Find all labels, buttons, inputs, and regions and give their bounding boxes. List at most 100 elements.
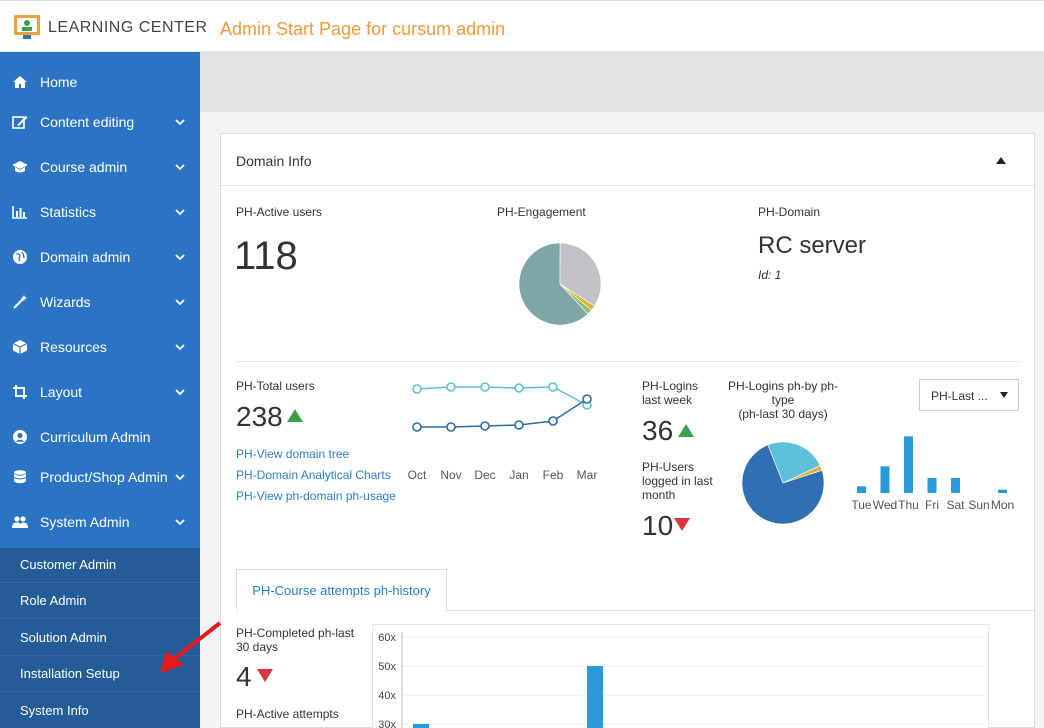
x-tick-label: Dec	[474, 468, 495, 482]
x-tick-label: Wed	[873, 498, 897, 512]
sidebar	[0, 52, 200, 728]
active-users-label: PH-Active users	[236, 205, 323, 219]
x-tick-label: Fri	[925, 498, 939, 512]
chevron-down-icon[interactable]	[174, 205, 186, 217]
line-point-upper-dec[interactable]	[480, 382, 490, 392]
line-point-lower-dec[interactable]	[480, 421, 490, 431]
total-users-label: PH-Total users	[236, 379, 315, 393]
chevron-down-icon[interactable]	[174, 340, 186, 352]
logins-last-week-label: PH-Logins last week	[642, 379, 699, 407]
trend-up-icon	[678, 424, 694, 437]
view-domain-usage-link[interactable]: PH-View ph-domain ph-usage	[236, 489, 396, 503]
total-users-value: 238	[236, 401, 283, 432]
line-point-lower-feb[interactable]	[548, 416, 558, 426]
domain-label: PH-Domain	[758, 205, 821, 219]
bar-fri[interactable]	[927, 478, 937, 493]
line-point-upper-feb[interactable]	[548, 382, 558, 392]
pie-slice-1[interactable]	[767, 442, 821, 484]
edit-icon	[12, 114, 28, 130]
logins-by-type-label: PH-Logins ph-by ph-type	[727, 379, 839, 407]
sidebar-item-label: Course admin	[40, 159, 128, 175]
tab-course-attempts-history[interactable]: PH-Course attempts ph-history	[236, 569, 447, 611]
bar-chart-icon	[12, 204, 28, 220]
period-select[interactable]: PH-Last ...	[919, 379, 1019, 411]
chevron-down-icon[interactable]	[174, 515, 186, 527]
sidebar-item-label: Domain admin	[40, 249, 131, 265]
chevron-down-icon[interactable]	[174, 385, 186, 397]
x-tick-label: Tue	[851, 498, 872, 512]
panel-header[interactable]: Domain Info	[221, 134, 1034, 186]
chevron-down-icon[interactable]	[174, 115, 186, 127]
chevron-down-icon[interactable]	[174, 470, 186, 482]
submenu-item-customer-admin[interactable]: Customer Admin	[0, 547, 200, 583]
bar-thu[interactable]	[904, 436, 913, 493]
sidebar-item-label: Layout	[40, 384, 83, 400]
line-point-upper-nov[interactable]	[446, 382, 456, 392]
pie-slice-2[interactable]	[782, 465, 823, 484]
chevron-down-icon[interactable]	[174, 250, 186, 262]
users-icon	[12, 514, 28, 530]
user-circle-icon	[12, 429, 28, 445]
y-tick-label: 50x	[378, 661, 396, 673]
bar-sat[interactable]	[951, 478, 960, 493]
sidebar-item-layout[interactable]: Layout	[0, 372, 200, 412]
sidebar-item-label: Content editing	[40, 114, 135, 130]
graduation-cap-icon	[12, 159, 28, 175]
history-bar-6[interactable]	[587, 666, 603, 728]
x-tick-label: Nov	[440, 468, 461, 482]
logins-last-week-value: 36	[642, 415, 674, 446]
submenu-item-role-admin[interactable]: Role Admin	[0, 583, 200, 620]
chevron-down-icon[interactable]	[174, 160, 186, 172]
bar-wed[interactable]	[880, 466, 890, 493]
chevron-down-icon[interactable]	[174, 295, 186, 307]
sidebar-item-wizards[interactable]: Wizards	[0, 282, 200, 322]
sidebar-item-course-admin[interactable]: Course admin	[0, 147, 200, 187]
brand-name[interactable]: LEARNING CENTER	[48, 19, 208, 36]
active-users-value: 118	[234, 234, 298, 278]
engagement-pie-chart	[519, 243, 601, 325]
sidebar-item-product-shop-admin[interactable]: Product/Shop Admin	[0, 457, 200, 497]
period-select-value: PH-Last ...	[931, 389, 988, 403]
x-tick-label: Oct	[408, 468, 427, 482]
pie-slice-3[interactable]	[559, 283, 592, 315]
pie-slice-0[interactable]	[742, 444, 824, 524]
learning-center-logo-icon[interactable]	[12, 13, 42, 41]
domain-analytical-charts-link[interactable]: PH-Domain Analytical Charts	[236, 468, 391, 482]
line-point-lower-jan[interactable]	[514, 420, 524, 430]
sidebar-item-home[interactable]: Home	[0, 62, 200, 102]
x-tick-label: Sat	[946, 498, 965, 512]
trend-down-icon	[257, 669, 273, 682]
x-tick-label: Thu	[898, 498, 919, 512]
header-band	[200, 52, 1044, 112]
sidebar-item-curriculum-admin[interactable]: Curriculum Admin	[0, 417, 200, 457]
users-last-month-label: PH-Users logged in last month	[642, 460, 713, 502]
bar-mon[interactable]	[998, 489, 1007, 493]
y-tick-label: 30x	[378, 719, 396, 728]
logins-weekday-bar-chart: Tue Wed Thu Fri Sat Sun Mon	[851, 436, 1014, 512]
sidebar-item-statistics[interactable]: Statistics	[0, 192, 200, 232]
submenu-item-solution-admin[interactable]: Solution Admin	[0, 620, 200, 656]
bar-tue[interactable]	[857, 486, 866, 493]
line-point-upper-jan[interactable]	[514, 383, 524, 393]
sidebar-item-content-editing[interactable]: Content editing	[0, 102, 200, 142]
submenu-item-installation-setup[interactable]: Installation Setup	[0, 656, 200, 693]
x-tick-label: Sun	[968, 498, 989, 512]
sidebar-item-domain-admin[interactable]: Domain admin	[0, 237, 200, 277]
history-bar-0[interactable]	[413, 724, 429, 728]
collapse-up-icon[interactable]	[996, 156, 1006, 164]
logins-by-type-pie-chart	[742, 442, 824, 524]
line-point-lower-oct[interactable]	[412, 422, 422, 432]
submenu-item-system-info[interactable]: System Info	[0, 693, 200, 728]
sidebar-item-label: Statistics	[40, 204, 97, 220]
line-point-lower-mar[interactable]	[582, 394, 592, 404]
x-tick-label: Mon	[991, 498, 1014, 512]
pie-slice-0[interactable]	[519, 243, 589, 325]
line-point-lower-nov[interactable]	[446, 422, 456, 432]
view-domain-tree-link[interactable]: PH-View domain tree	[236, 447, 350, 461]
completed-label: PH-Completed ph-last 30 days	[236, 626, 355, 654]
sidebar-item-resources[interactable]: Resources	[0, 327, 200, 367]
sidebar-item-system-admin[interactable]: System Admin	[0, 502, 200, 542]
y-tick-label: 40x	[378, 690, 396, 702]
line-point-upper-oct[interactable]	[412, 384, 422, 394]
panel-title: Domain Info	[236, 153, 312, 169]
